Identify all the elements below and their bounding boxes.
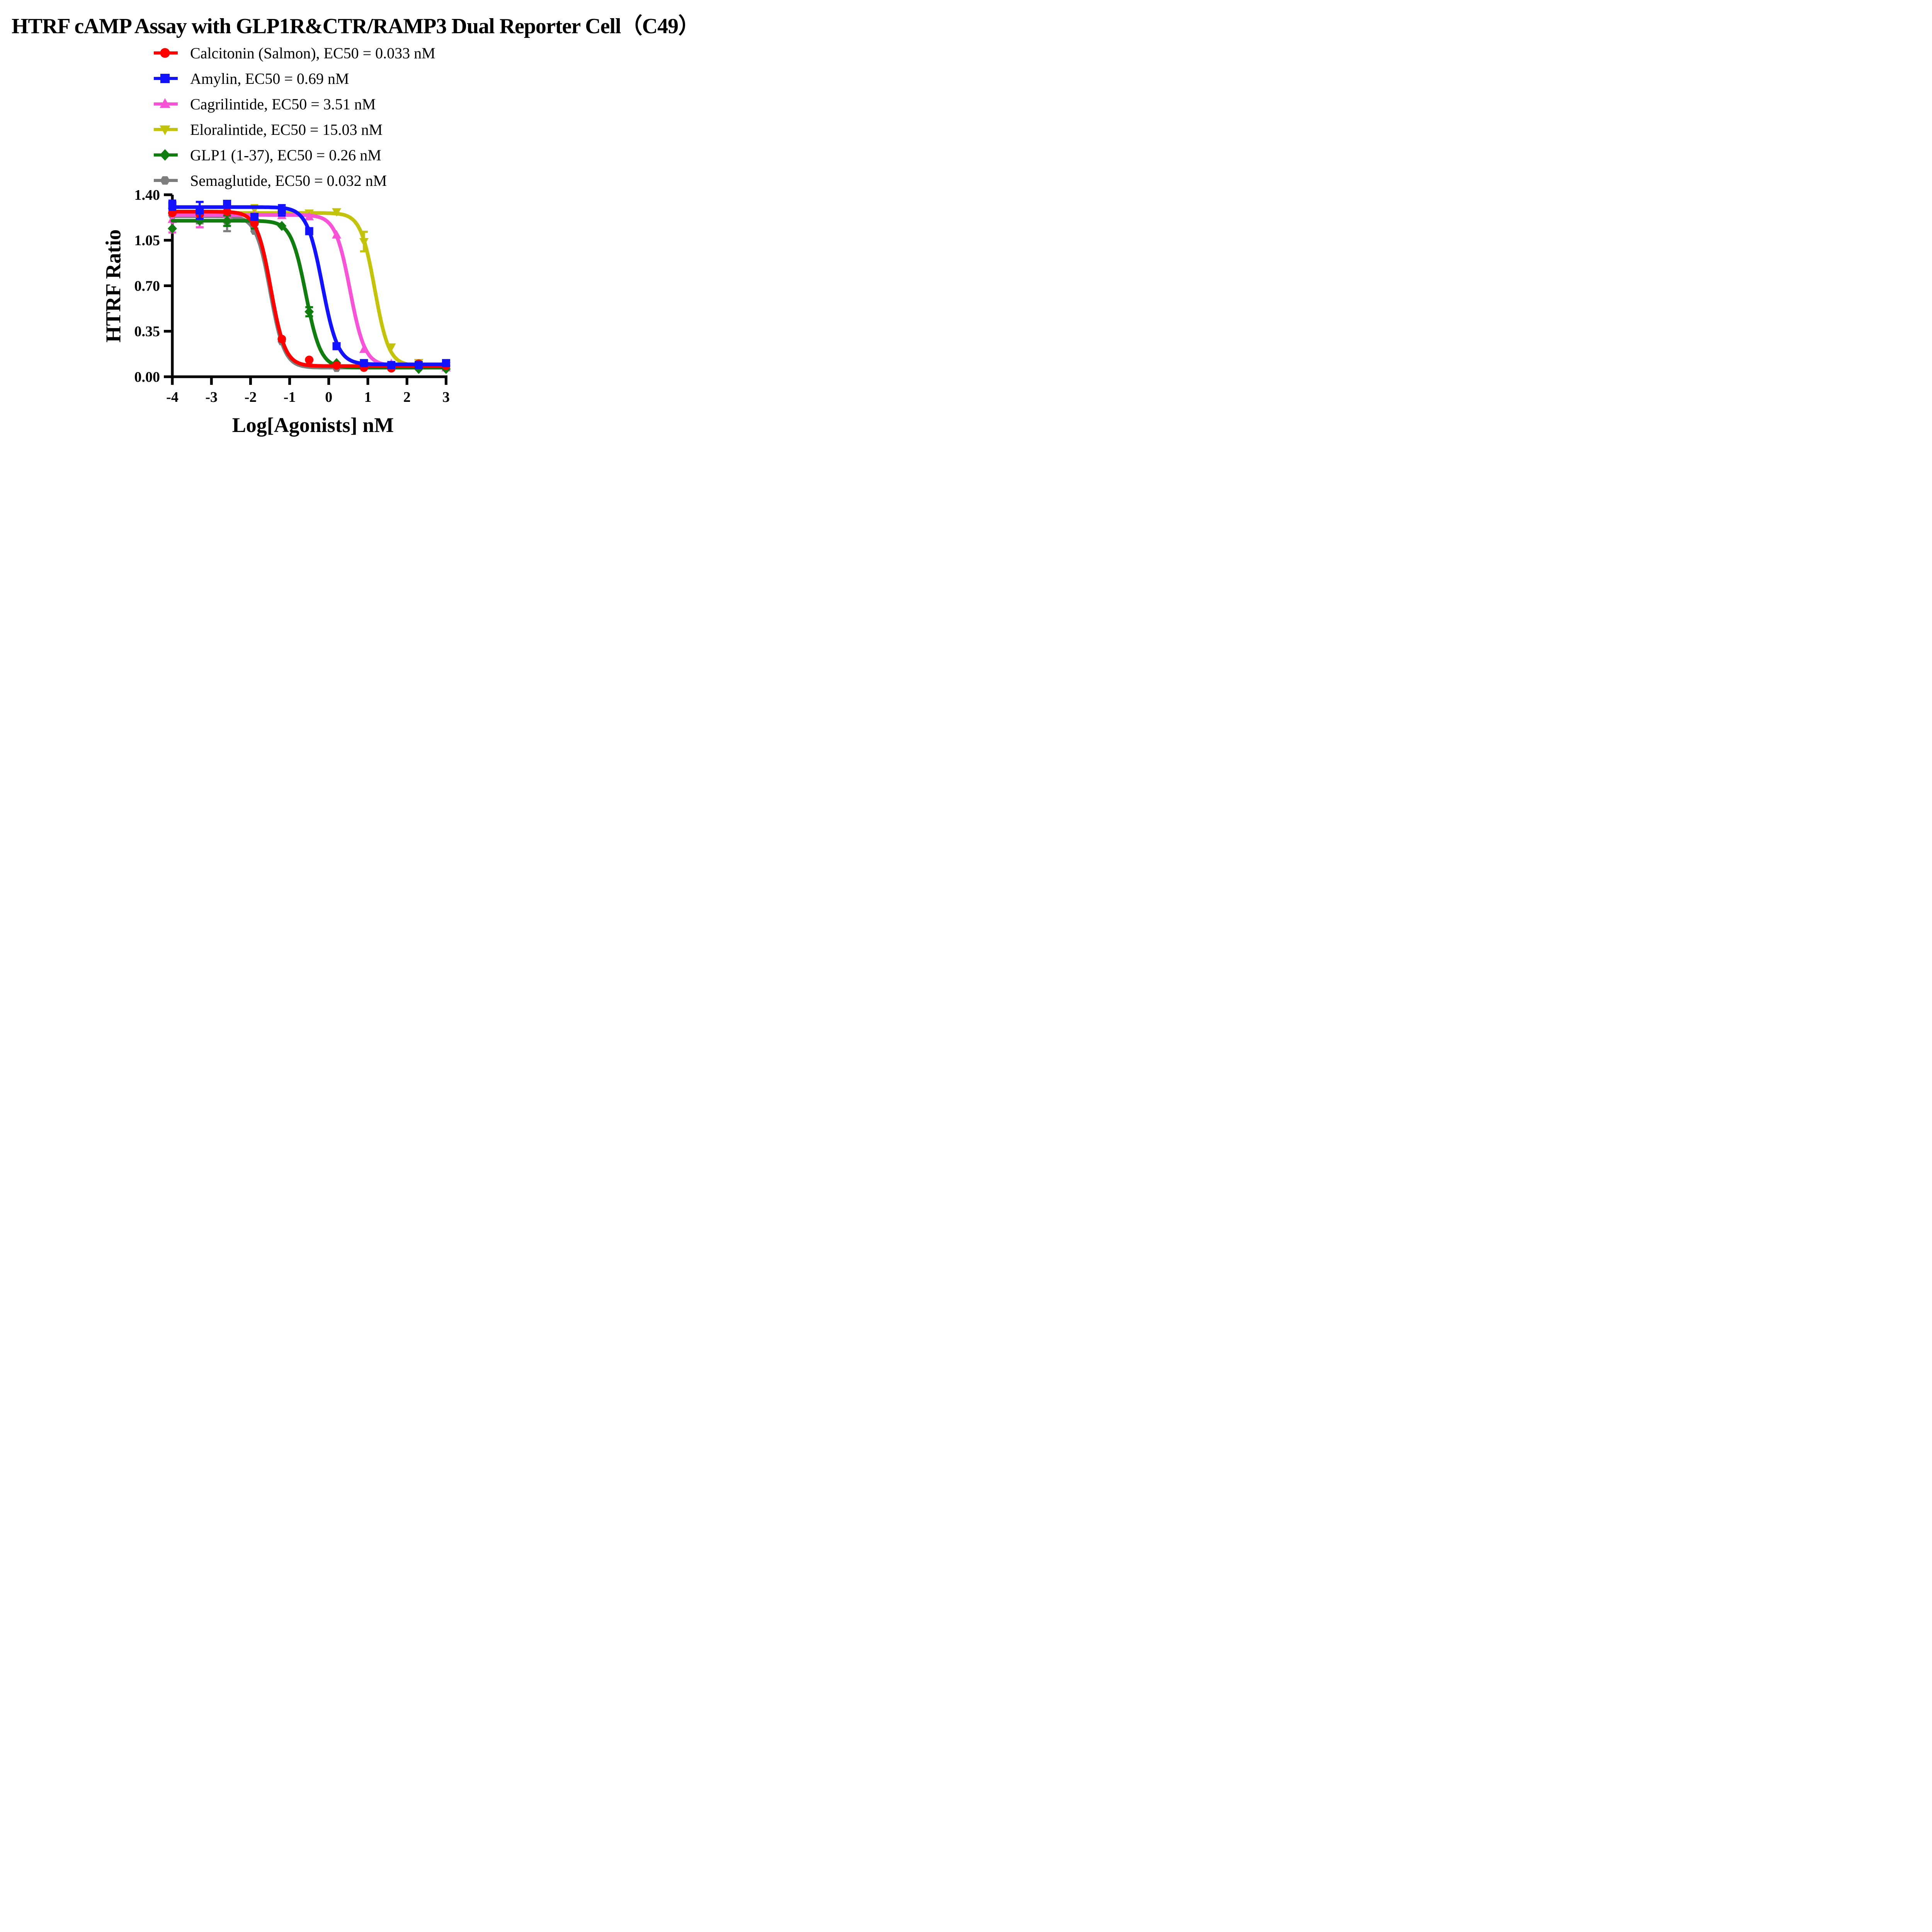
data-point-triangle-down: [386, 343, 396, 352]
data-point-square: [250, 213, 259, 221]
x-tick-label: 3: [442, 389, 450, 405]
legend-item-amylin: Amylin, EC50 = 0.69 nM: [154, 66, 435, 91]
data-point-square: [277, 206, 286, 214]
data-point-triangle-down: [359, 238, 369, 247]
series-glp1-1-37-: [168, 214, 451, 374]
legend-marker-triangle-down-icon: [154, 125, 178, 135]
legend-label: Amylin, EC50 = 0.69 nM: [190, 70, 349, 87]
data-point-square: [168, 201, 177, 209]
legend-label: GLP1 (1-37), EC50 = 0.26 nM: [190, 146, 381, 164]
data-point-square: [387, 361, 396, 369]
curve: [170, 219, 448, 370]
x-axis-title: Log[Agonists] nM: [232, 413, 394, 437]
legend-marker-triangle-up-icon: [154, 98, 178, 108]
data-point-circle: [223, 207, 231, 216]
data-point-square: [442, 359, 450, 367]
x-tick-label: 2: [403, 389, 411, 405]
x-tick-label: -3: [205, 389, 218, 405]
legend-item-cagrilintide: Cagrilintide, EC50 = 3.51 nM: [154, 91, 435, 117]
dose-response-plot: 1.40 1.05 0.70 0.35 0.00 -4 -3 -2 -1 0 1 2 3: [134, 187, 451, 405]
y-tick-label: 0.00: [134, 369, 160, 385]
chart-title: HTRF cAMP Assay with GLP1R&CTR/RAMP3 Dua…: [12, 14, 700, 38]
data-point-diamond: [222, 216, 232, 226]
data-point-diamond: [277, 221, 287, 231]
legend-diamond: [160, 149, 170, 161]
legend-square: [160, 73, 170, 83]
legend-marker-hexagon-icon: [154, 176, 178, 185]
legend-item-semaglutide: Semaglutide, EC50 = 0.032 nM: [154, 168, 435, 193]
legend-marker-circle-icon: [154, 48, 178, 58]
legend-hexagon: [160, 176, 170, 185]
data-point-triangle-down: [332, 208, 342, 217]
y-axis-title: HTRF Ratio: [101, 229, 125, 343]
data-point-square: [305, 227, 313, 235]
data-point-diamond: [304, 306, 314, 317]
curve: [170, 213, 448, 368]
series-amylin: [168, 199, 450, 369]
data-point-triangle-up: [304, 212, 314, 221]
data-point-triangle-up: [359, 344, 369, 353]
data-point-diamond: [168, 223, 177, 234]
data-point-circle: [277, 335, 286, 344]
legend: Calcitonin (Salmon), EC50 = 0.033 nM Amy…: [154, 40, 435, 193]
y-tick-label: 1.05: [134, 233, 160, 249]
data-point-square: [332, 342, 341, 350]
curve: [170, 214, 448, 370]
y-tick-label: 0.70: [134, 278, 160, 294]
data-point-circle: [168, 209, 177, 218]
data-point-square: [415, 361, 423, 369]
x-tick-label: -2: [245, 389, 257, 405]
data-point-circle: [250, 219, 259, 228]
x-tick-label: -1: [284, 389, 296, 405]
x-tick-label: 1: [364, 389, 372, 405]
data-point-square: [223, 200, 231, 208]
legend-item-calcitonin: Calcitonin (Salmon), EC50 = 0.033 nM: [154, 40, 435, 66]
legend-marker-diamond-icon: [154, 149, 178, 161]
data-point-triangle-up: [332, 230, 342, 239]
data-point-circle: [332, 361, 341, 370]
legend-label: Semaglutide, EC50 = 0.032 nM: [190, 172, 387, 189]
data-point-square: [360, 359, 368, 367]
legend-item-glp1: GLP1 (1-37), EC50 = 0.26 nM: [154, 142, 435, 168]
x-tick-label: -4: [166, 389, 179, 405]
legend-label: Calcitonin (Salmon), EC50 = 0.033 nM: [190, 44, 435, 62]
data-point-circle: [305, 355, 314, 364]
legend-item-eloralintide: Eloralintide, EC50 = 15.03 nM: [154, 117, 435, 142]
legend-circle: [160, 48, 170, 58]
data-point-square: [196, 206, 204, 214]
y-tick-label: 1.40: [134, 187, 160, 203]
legend-label: Cagrilintide, EC50 = 3.51 nM: [190, 95, 376, 113]
legend-label: Eloralintide, EC50 = 15.03 nM: [190, 121, 383, 138]
legend-triangle-down: [160, 125, 170, 135]
x-tick-label: 0: [325, 389, 332, 405]
legend-marker-square-icon: [154, 73, 178, 83]
y-tick-label: 0.35: [134, 323, 160, 340]
legend-triangle-up: [160, 98, 170, 108]
